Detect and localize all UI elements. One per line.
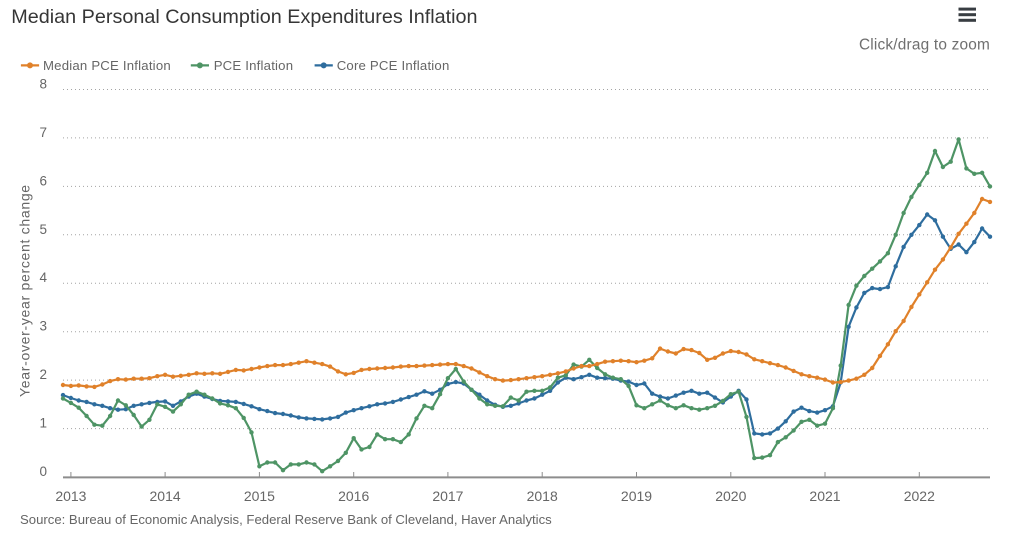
svg-text:1: 1 <box>39 416 47 431</box>
svg-text:4: 4 <box>39 270 47 285</box>
svg-text:PCE Inflation: PCE Inflation <box>214 58 294 73</box>
svg-text:2013: 2013 <box>55 488 86 504</box>
svg-text:3: 3 <box>39 319 47 334</box>
svg-text:Median PCE Inflation: Median PCE Inflation <box>43 58 171 73</box>
svg-text:2021: 2021 <box>809 488 840 504</box>
svg-text:Year-over-year percent change: Year-over-year percent change <box>17 184 33 397</box>
svg-text:2015: 2015 <box>244 488 275 504</box>
svg-text:7: 7 <box>39 125 47 140</box>
svg-text:6: 6 <box>39 173 47 188</box>
svg-text:Median Personal Consumption Ex: Median Personal Consumption Expenditures… <box>11 6 477 28</box>
svg-text:2: 2 <box>39 367 47 382</box>
svg-text:2016: 2016 <box>338 488 369 504</box>
svg-text:2017: 2017 <box>432 488 463 504</box>
svg-text:2018: 2018 <box>527 488 558 504</box>
svg-text:8: 8 <box>39 77 47 92</box>
svg-text:0: 0 <box>39 464 47 479</box>
svg-text:Click/drag to zoom: Click/drag to zoom <box>859 37 990 54</box>
svg-text:2014: 2014 <box>150 488 181 504</box>
svg-text:Source: Bureau of Economic Ana: Source: Bureau of Economic Analysis, Fed… <box>20 512 552 527</box>
svg-text:5: 5 <box>39 222 47 237</box>
svg-text:Core PCE Inflation: Core PCE Inflation <box>337 58 450 73</box>
svg-text:2020: 2020 <box>715 488 746 504</box>
svg-text:2019: 2019 <box>621 488 652 504</box>
svg-text:2022: 2022 <box>904 488 935 504</box>
